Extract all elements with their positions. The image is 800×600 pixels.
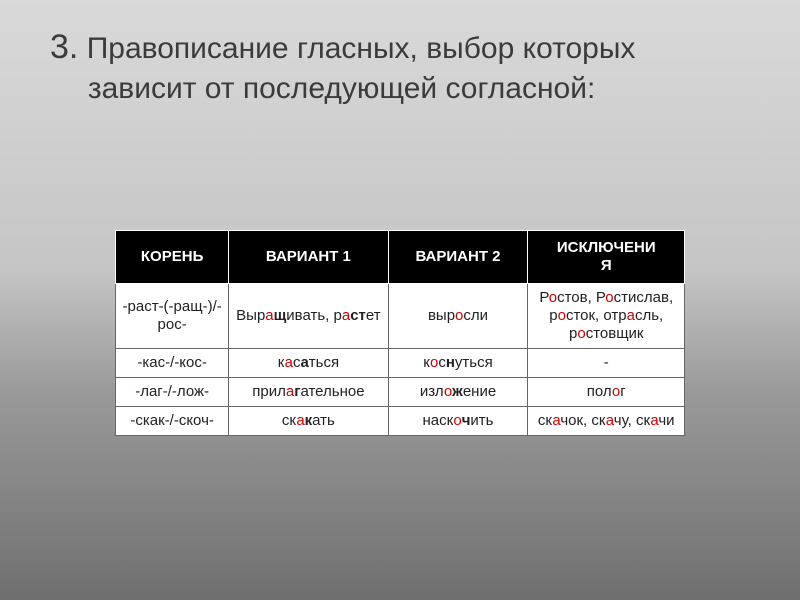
table-body: -раст-(-ращ-)/-рос- Выращивать, растет в… bbox=[116, 284, 685, 436]
cell-root: -кас-/-кос- bbox=[116, 349, 229, 378]
cell-root: -скак-/-скоч- bbox=[116, 407, 229, 436]
table-header: КОРЕНЬ ВАРИАНТ 1 ВАРИАНТ 2 ИСКЛЮЧЕНИ Я bbox=[116, 231, 685, 284]
col-v1: ВАРИАНТ 1 bbox=[229, 231, 388, 284]
cell-v1: скакать bbox=[229, 407, 388, 436]
table-row: -раст-(-ращ-)/-рос- Выращивать, растет в… bbox=[116, 284, 685, 349]
cell-exc: - bbox=[528, 349, 685, 378]
cell-v1: касаться bbox=[229, 349, 388, 378]
cell-v2: наскочить bbox=[388, 407, 528, 436]
cell-v2: изложение bbox=[388, 378, 528, 407]
cell-v1: Выращивать, растет bbox=[229, 284, 388, 349]
cell-exc: полог bbox=[528, 378, 685, 407]
table-row: -лаг-/-лож- прилагательное изложение пол… bbox=[116, 378, 685, 407]
rules-table: КОРЕНЬ ВАРИАНТ 1 ВАРИАНТ 2 ИСКЛЮЧЕНИ Я -… bbox=[115, 230, 685, 436]
cell-root: -раст-(-ращ-)/-рос- bbox=[116, 284, 229, 349]
col-v2: ВАРИАНТ 2 bbox=[388, 231, 528, 284]
table-row: -кас-/-кос- касаться коснуться - bbox=[116, 349, 685, 378]
heading-number: 3. bbox=[50, 28, 78, 66]
col-exc: ИСКЛЮЧЕНИ Я bbox=[528, 231, 685, 284]
cell-v2: коснуться bbox=[388, 349, 528, 378]
cell-v2: выросли bbox=[388, 284, 528, 349]
slide-heading: 3. Правописание гласных, выбор которых 3… bbox=[50, 28, 750, 108]
col-root: КОРЕНЬ bbox=[116, 231, 229, 284]
heading-line2: зависит от последующей согласной: bbox=[88, 72, 596, 105]
cell-exc: скачок, скачу, скачи bbox=[528, 407, 685, 436]
slide: 3. Правописание гласных, выбор которых 3… bbox=[0, 0, 800, 600]
cell-exc: Ростов, Ростислав, росток, отрасль, рост… bbox=[528, 284, 685, 349]
cell-v1: прилагательное bbox=[229, 378, 388, 407]
cell-root: -лаг-/-лож- bbox=[116, 378, 229, 407]
heading-line1: Правописание гласных, выбор которых bbox=[87, 32, 636, 65]
table-row: -скак-/-скоч- скакать наскочить скачок, … bbox=[116, 407, 685, 436]
